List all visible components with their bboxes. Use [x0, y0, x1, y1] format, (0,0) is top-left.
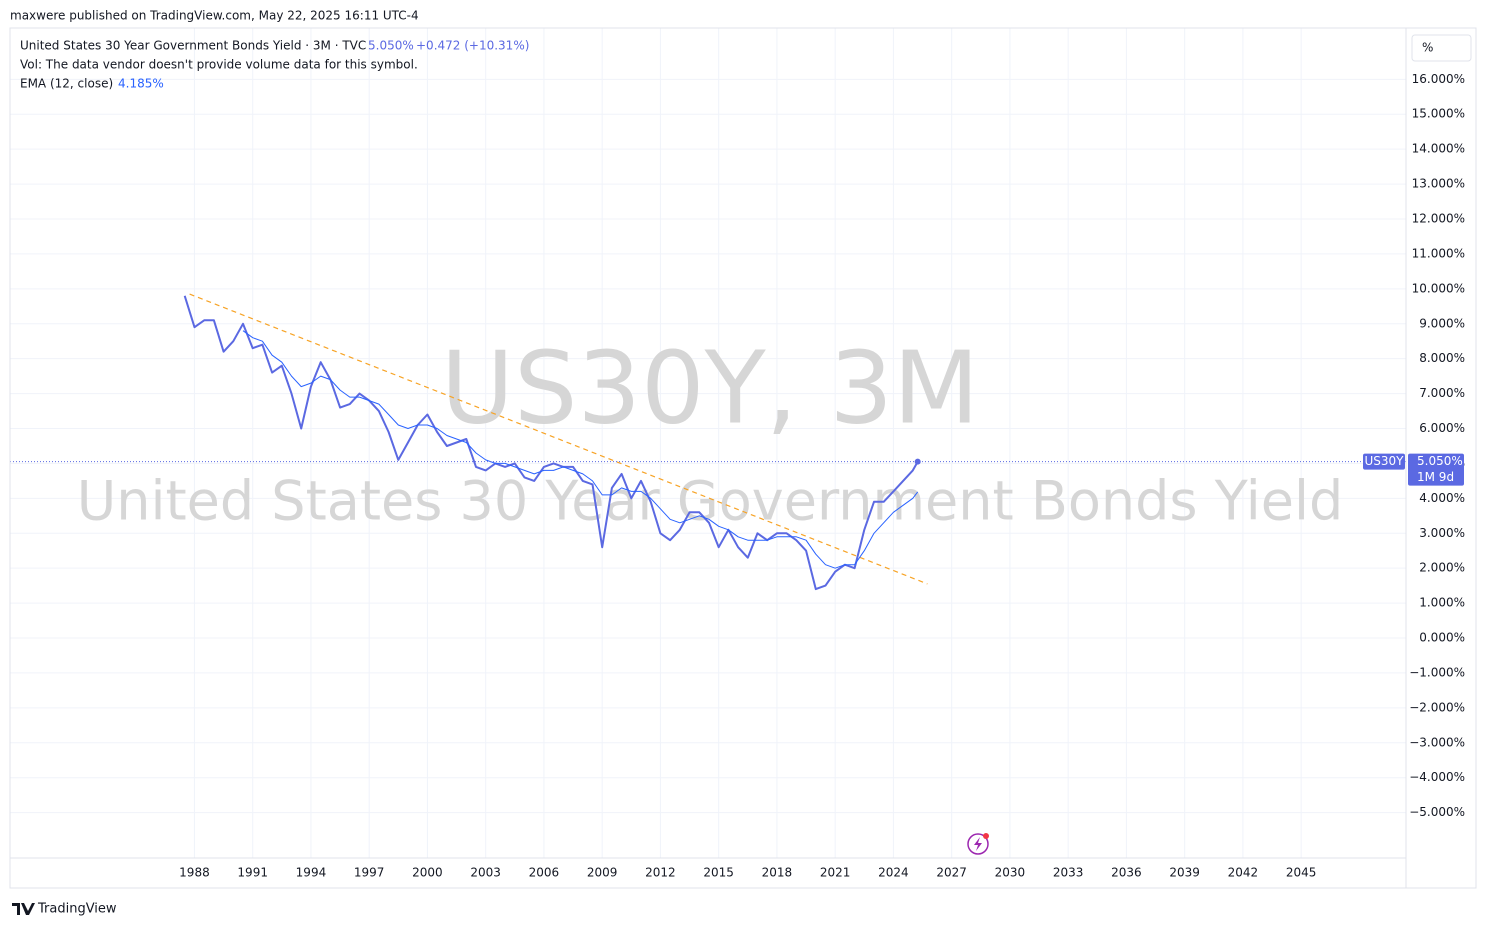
- price-tag: 5.050%: [1417, 454, 1463, 468]
- series-line: [242, 330, 919, 569]
- x-tick-label: 2021: [820, 866, 851, 880]
- logo: [12, 903, 35, 915]
- y-tick-label: −2.000%: [1409, 700, 1465, 714]
- symbol-tag: US30Y: [1365, 454, 1405, 468]
- x-tick-label: 1991: [237, 866, 268, 880]
- y-tick-label: 15.000%: [1412, 107, 1465, 121]
- x-tick-label: 2030: [995, 866, 1026, 880]
- x-tick-label: 2036: [1111, 866, 1142, 880]
- legend-title: United States 30 Year Government Bonds Y…: [20, 39, 366, 53]
- y-tick-label: −3.000%: [1409, 735, 1465, 749]
- plot: [10, 293, 1406, 591]
- y-tick-label: 13.000%: [1412, 177, 1465, 191]
- trend-line: [189, 293, 928, 585]
- y-tick-label: 4.000%: [1419, 491, 1465, 505]
- symbol-tag-bg: [1363, 453, 1405, 470]
- y-tick-label: 7.000%: [1419, 386, 1465, 400]
- last-point: [914, 458, 921, 465]
- x-tick-label: 2039: [1169, 866, 1200, 880]
- grid: [10, 28, 1406, 858]
- x-tick-label: 2045: [1286, 866, 1317, 880]
- x-tick-label: 1994: [296, 866, 327, 880]
- x-tick-label: 2006: [529, 866, 560, 880]
- x-tick-label: 2009: [587, 866, 618, 880]
- watermark-name: United States 30 Year Government Bonds Y…: [77, 470, 1344, 533]
- y-tick-label: 11.000%: [1412, 246, 1465, 260]
- footer-brand: TradingView: [37, 902, 117, 917]
- y-tick-label: −4.000%: [1409, 770, 1465, 784]
- x-tick-label: 1988: [179, 866, 210, 880]
- ema-value: 4.185%: [118, 77, 164, 91]
- y-tick-label: −5.000%: [1409, 805, 1465, 819]
- y-tick-label: 1.000%: [1419, 596, 1465, 610]
- x-tick-label: 2012: [645, 866, 676, 880]
- legend-change: +0.472 (+10.31%): [416, 39, 529, 53]
- countdown: 1M 9d: [1417, 470, 1454, 484]
- y-tick-label: −1.000%: [1409, 665, 1465, 679]
- y-tick-label: 10.000%: [1412, 281, 1465, 295]
- y-tick-label: 6.000%: [1419, 421, 1465, 435]
- unit-button[interactable]: [1411, 34, 1472, 62]
- y-tick-label: 12.000%: [1412, 212, 1465, 226]
- x-tick-label: 2003: [470, 866, 501, 880]
- price-tag-bg: [1408, 453, 1464, 486]
- x-tick-label: 2018: [762, 866, 793, 880]
- legend-price: 5.050%: [368, 39, 414, 53]
- y-tick-label: 0.000%: [1419, 631, 1465, 645]
- x-tick-label: 2027: [936, 866, 967, 880]
- y-tick-label: 14.000%: [1412, 142, 1465, 156]
- x-tick-label: 2042: [1228, 866, 1259, 880]
- y-tick-label: 2.000%: [1419, 561, 1465, 575]
- axis-unit[interactable]: %: [1422, 41, 1433, 55]
- volume-note: Vol: The data vendor doesn't provide vol…: [20, 58, 418, 72]
- x-tick-label: 2024: [878, 866, 909, 880]
- series-line: [183, 295, 919, 591]
- chart-frame: [9, 27, 1477, 889]
- publish-header: maxwere published on TradingView.com, Ma…: [10, 9, 419, 23]
- y-tick-label: 16.000%: [1412, 72, 1465, 86]
- watermark-symbol: US30Y, 3M: [441, 329, 979, 446]
- x-tick-label: 1997: [354, 866, 385, 880]
- y-tick-label: 3.000%: [1419, 526, 1465, 540]
- ema-legend: EMA (12, close): [20, 77, 113, 91]
- x-tick-label: 2015: [703, 866, 734, 880]
- lightning-icon[interactable]: [967, 833, 989, 855]
- y-tick-label: 9.000%: [1419, 316, 1465, 330]
- x-tick-label: 2033: [1053, 866, 1084, 880]
- y-tick-label: 8.000%: [1419, 351, 1465, 365]
- x-tick-label: 2000: [412, 866, 443, 880]
